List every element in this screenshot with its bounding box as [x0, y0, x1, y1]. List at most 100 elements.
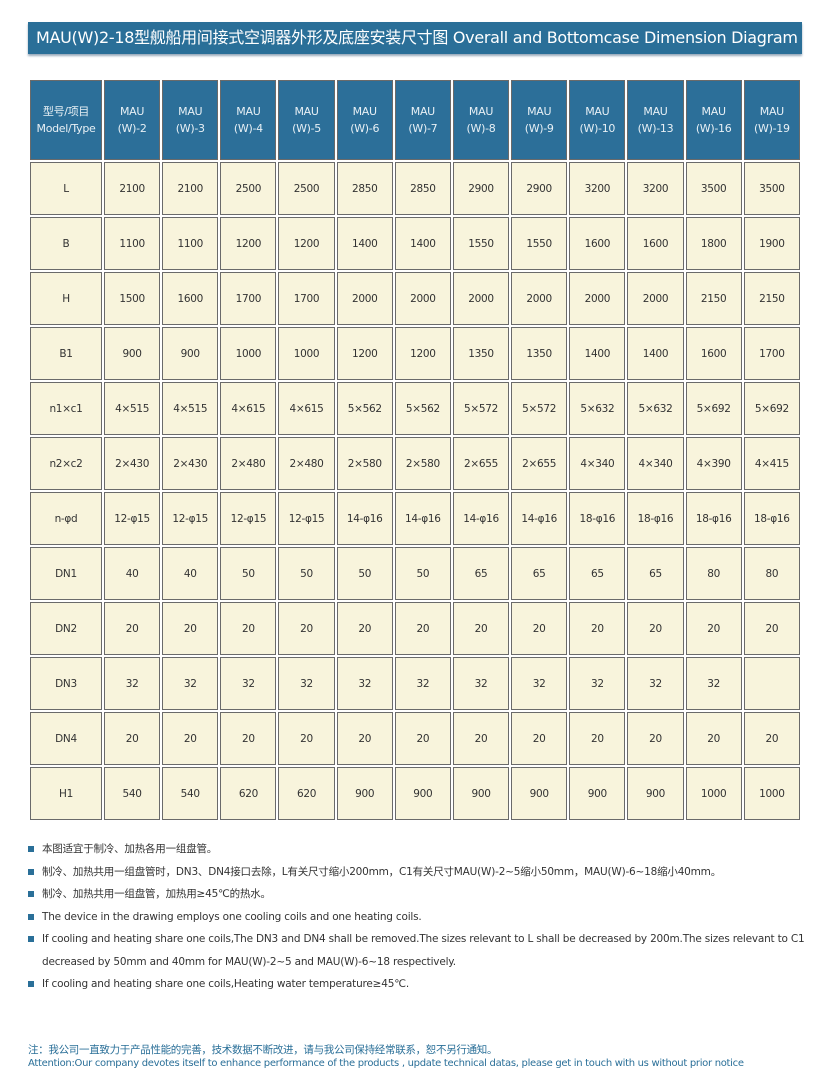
value-cell: 20 — [104, 712, 161, 765]
model-name: MAU — [352, 105, 377, 118]
value-cell: 20 — [743, 602, 800, 655]
table-row: n1×c1 4×515 4×515 4×615 4×615 5×562 5×562 5×572… — [30, 382, 800, 435]
value-cell: 20 — [336, 712, 393, 765]
value-cell: 900 — [394, 767, 451, 820]
value-cell: 2900 — [452, 162, 510, 215]
model-header-cell: MAU (W)-6 — [336, 80, 393, 160]
value-cell: 2850 — [336, 162, 393, 215]
value-cell: 5×572 — [452, 382, 510, 435]
value-cell: 20 — [452, 602, 510, 655]
model-header-cell: MAU (W)-8 — [452, 80, 510, 160]
value-cell: 32 — [162, 657, 219, 710]
value-cell: 32 — [336, 657, 393, 710]
value-cell: 12-φ15 — [104, 492, 161, 545]
table-row: n-φd 12-φ15 12-φ15 12-φ15 12-φ15 14-φ16 14-φ16… — [30, 492, 800, 545]
value-cell: 12-φ15 — [220, 492, 277, 545]
value-cell: 20 — [685, 602, 742, 655]
model-name: MAU — [759, 105, 784, 118]
table-row: DN1 40 40 50 50 50 50 65 65 65 65 80 80 — [30, 547, 800, 600]
value-cell: 620 — [220, 767, 277, 820]
table-row: DN2 20 20 20 20 20 20 20 20 20 20 20 20 — [30, 602, 800, 655]
value-cell: 50 — [220, 547, 277, 600]
model-name: MAU — [643, 105, 668, 118]
model-suffix: (W)-19 — [754, 122, 790, 135]
value-cell: 20 — [278, 712, 335, 765]
notes-list: 本图适宜于制冷、加热各用一组盘管。 制冷、加热共用一组盘管时，DN3、DN4接口去… — [28, 838, 808, 996]
value-cell: 80 — [743, 547, 800, 600]
model-name: MAU — [701, 105, 726, 118]
value-cell: 2×580 — [394, 437, 451, 490]
value-cell: 2150 — [685, 272, 742, 325]
model-header-cell: MAU (W)-2 — [104, 80, 161, 160]
model-header-cell: MAU (W)-7 — [394, 80, 451, 160]
model-header-cell: MAU (W)-10 — [569, 80, 626, 160]
model-name: MAU — [585, 105, 610, 118]
value-cell: 14-φ16 — [452, 492, 510, 545]
value-cell: 2000 — [511, 272, 568, 325]
value-cell: 1400 — [394, 217, 451, 270]
value-cell: 1600 — [685, 327, 742, 380]
model-suffix: (W)-4 — [233, 122, 263, 135]
value-cell: 65 — [569, 547, 626, 600]
note-item: 本图适宜于制冷、加热各用一组盘管。 — [28, 838, 808, 861]
value-cell: 50 — [278, 547, 335, 600]
value-cell: 14-φ16 — [394, 492, 451, 545]
value-cell: 900 — [511, 767, 568, 820]
value-cell: 1400 — [336, 217, 393, 270]
row-label: DN4 — [30, 712, 102, 765]
row-label: DN1 — [30, 547, 102, 600]
value-cell: 32 — [511, 657, 568, 710]
row-label: n1×c1 — [30, 382, 102, 435]
value-cell: 2×430 — [162, 437, 219, 490]
value-cell: 1350 — [511, 327, 568, 380]
value-cell: 5×692 — [685, 382, 742, 435]
footer-notice: 注：我公司一直致力于产品性能的完善，技术数据不断改进，请与我公司保持经常联系，恕… — [28, 1043, 828, 1071]
value-cell: 2×580 — [336, 437, 393, 490]
value-cell: 1700 — [220, 272, 277, 325]
value-cell: 20 — [452, 712, 510, 765]
value-cell: 3200 — [627, 162, 684, 215]
value-cell: 3500 — [685, 162, 742, 215]
footer-en: Attention:Our company devotes itself to … — [28, 1058, 744, 1069]
value-cell: 1550 — [452, 217, 510, 270]
footer-cn: 注：我公司一直致力于产品性能的完善，技术数据不断改进，请与我公司保持经常联系，恕… — [28, 1044, 498, 1056]
value-cell: 1600 — [162, 272, 219, 325]
model-suffix: (W)-2 — [117, 122, 147, 135]
model-header-cell: MAU (W)-13 — [627, 80, 684, 160]
value-cell: 3500 — [743, 162, 800, 215]
value-cell: 4×340 — [627, 437, 684, 490]
model-header-cell: MAU (W)-4 — [220, 80, 277, 160]
value-cell: 4×340 — [569, 437, 626, 490]
value-cell: 5×562 — [336, 382, 393, 435]
value-cell: 900 — [104, 327, 161, 380]
model-name: MAU — [410, 105, 435, 118]
value-cell: 2150 — [743, 272, 800, 325]
value-cell: 2×480 — [220, 437, 277, 490]
model-suffix: (W)-10 — [579, 122, 616, 135]
value-cell: 20 — [511, 602, 568, 655]
value-cell: 1400 — [627, 327, 684, 380]
value-cell: 2100 — [104, 162, 161, 215]
table-row: L 2100 2100 2500 2500 2850 2850 2900 2900 3200 320… — [30, 162, 800, 215]
value-cell: 32 — [452, 657, 510, 710]
value-cell: 20 — [394, 602, 451, 655]
value-cell: 32 — [627, 657, 684, 710]
value-cell: 20 — [278, 602, 335, 655]
value-cell: 40 — [104, 547, 161, 600]
dimension-table: 型号/项目 Model/Type MAU (W)-2 MAU (W)-3 MAU (W)-… — [28, 78, 802, 822]
header-label-cn: 型号/项目 — [42, 105, 90, 118]
value-cell: 1700 — [743, 327, 800, 380]
model-header-cell: MAU (W)-3 — [162, 80, 219, 160]
value-cell: 20 — [627, 712, 684, 765]
value-cell: 20 — [394, 712, 451, 765]
value-cell: 4×615 — [278, 382, 335, 435]
page-title: MAU(W)2-18型舰船用间接式空调器外形及底座安装尺寸图 Overall a… — [28, 22, 802, 54]
value-cell: 1500 — [104, 272, 161, 325]
model-suffix: (W)-9 — [524, 122, 554, 135]
value-cell: 5×632 — [627, 382, 684, 435]
model-suffix: (W)-5 — [292, 122, 322, 135]
table-row: DN4 20 20 20 20 20 20 20 20 20 20 20 20 — [30, 712, 800, 765]
value-cell: 540 — [104, 767, 161, 820]
value-cell: 2000 — [569, 272, 626, 325]
value-cell: 4×615 — [220, 382, 277, 435]
